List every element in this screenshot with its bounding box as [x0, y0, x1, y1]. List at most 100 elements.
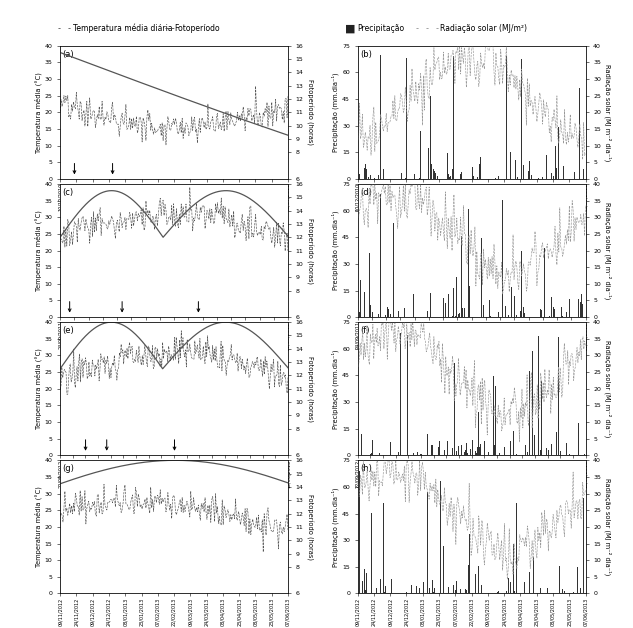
Bar: [451, 170, 453, 179]
Bar: [365, 590, 366, 593]
Bar: [459, 313, 460, 317]
Bar: [542, 177, 543, 179]
Text: (d): (d): [360, 188, 372, 197]
Bar: [480, 445, 481, 455]
Bar: [428, 148, 429, 179]
Bar: [440, 481, 441, 593]
Text: (f): (f): [360, 326, 370, 335]
Y-axis label: Temperatura média (°C): Temperatura média (°C): [34, 487, 42, 567]
Bar: [421, 453, 422, 455]
Bar: [479, 164, 480, 179]
Bar: [476, 453, 477, 455]
Bar: [498, 175, 499, 179]
Bar: [390, 441, 391, 455]
Bar: [384, 592, 385, 593]
Bar: [477, 176, 479, 179]
Bar: [423, 582, 424, 593]
Bar: [468, 534, 470, 593]
Bar: [530, 175, 532, 179]
Text: Fotoperíodo: Fotoperíodo: [174, 24, 220, 33]
Bar: [504, 447, 505, 455]
Bar: [534, 228, 536, 317]
Bar: [569, 298, 570, 317]
Bar: [494, 445, 496, 455]
Y-axis label: Temperatura média (°C): Temperatura média (°C): [34, 210, 42, 291]
Bar: [461, 237, 462, 317]
Bar: [364, 568, 365, 593]
Bar: [484, 441, 485, 455]
Bar: [540, 450, 541, 455]
Bar: [413, 294, 415, 317]
Bar: [464, 308, 465, 317]
Bar: [575, 486, 577, 593]
Bar: [513, 431, 514, 455]
Bar: [445, 303, 446, 317]
Bar: [380, 579, 381, 593]
Bar: [577, 568, 579, 593]
Y-axis label: Radiação solar (MJ m⁻² dia⁻¹): Radiação solar (MJ m⁻² dia⁻¹): [604, 478, 611, 576]
Bar: [456, 278, 457, 317]
Bar: [561, 308, 562, 317]
Bar: [383, 169, 384, 179]
Bar: [475, 574, 477, 593]
Bar: [534, 524, 536, 593]
Bar: [420, 131, 421, 179]
Bar: [505, 306, 506, 317]
Bar: [551, 297, 552, 317]
Text: —: —: [165, 23, 174, 33]
Text: (e): (e): [63, 326, 74, 335]
Bar: [372, 440, 373, 455]
Bar: [365, 165, 366, 179]
Text: (b): (b): [360, 50, 372, 59]
Bar: [515, 160, 517, 179]
Bar: [447, 153, 448, 179]
Bar: [468, 286, 470, 317]
Bar: [460, 174, 461, 179]
Bar: [516, 454, 517, 455]
Bar: [534, 435, 535, 455]
Bar: [443, 298, 444, 317]
Bar: [508, 315, 509, 317]
Bar: [583, 170, 584, 179]
Bar: [453, 56, 454, 179]
Text: (h): (h): [360, 464, 372, 474]
Bar: [401, 173, 402, 179]
Bar: [360, 280, 361, 317]
Text: Precipitação: Precipitação: [358, 24, 404, 33]
Bar: [528, 171, 529, 179]
Bar: [420, 454, 421, 455]
Bar: [451, 315, 453, 317]
Bar: [461, 171, 462, 179]
Bar: [556, 431, 557, 455]
Bar: [544, 247, 545, 317]
Bar: [455, 316, 456, 317]
Bar: [447, 441, 448, 455]
Bar: [452, 448, 453, 455]
Bar: [540, 310, 541, 317]
Bar: [465, 588, 466, 593]
Bar: [455, 590, 456, 593]
Bar: [475, 451, 476, 455]
Bar: [553, 176, 554, 179]
Bar: [562, 588, 563, 593]
Bar: [538, 178, 539, 179]
Bar: [431, 445, 432, 455]
Bar: [498, 591, 499, 593]
Bar: [510, 582, 511, 593]
Bar: [364, 292, 365, 317]
Bar: [453, 585, 454, 593]
Text: Temperatura média diária: Temperatura média diária: [73, 23, 172, 33]
Bar: [413, 453, 414, 455]
Bar: [477, 447, 479, 455]
Bar: [532, 557, 534, 593]
Text: ■: ■: [345, 23, 356, 33]
Bar: [427, 492, 428, 593]
Bar: [521, 60, 522, 179]
Bar: [379, 453, 380, 455]
Y-axis label: Radiação solar (MJ m⁻² dia⁻¹): Radiação solar (MJ m⁻² dia⁻¹): [604, 340, 611, 438]
Bar: [359, 472, 360, 593]
Bar: [553, 307, 554, 317]
Bar: [472, 440, 473, 455]
Bar: [472, 167, 473, 179]
Bar: [359, 312, 360, 317]
